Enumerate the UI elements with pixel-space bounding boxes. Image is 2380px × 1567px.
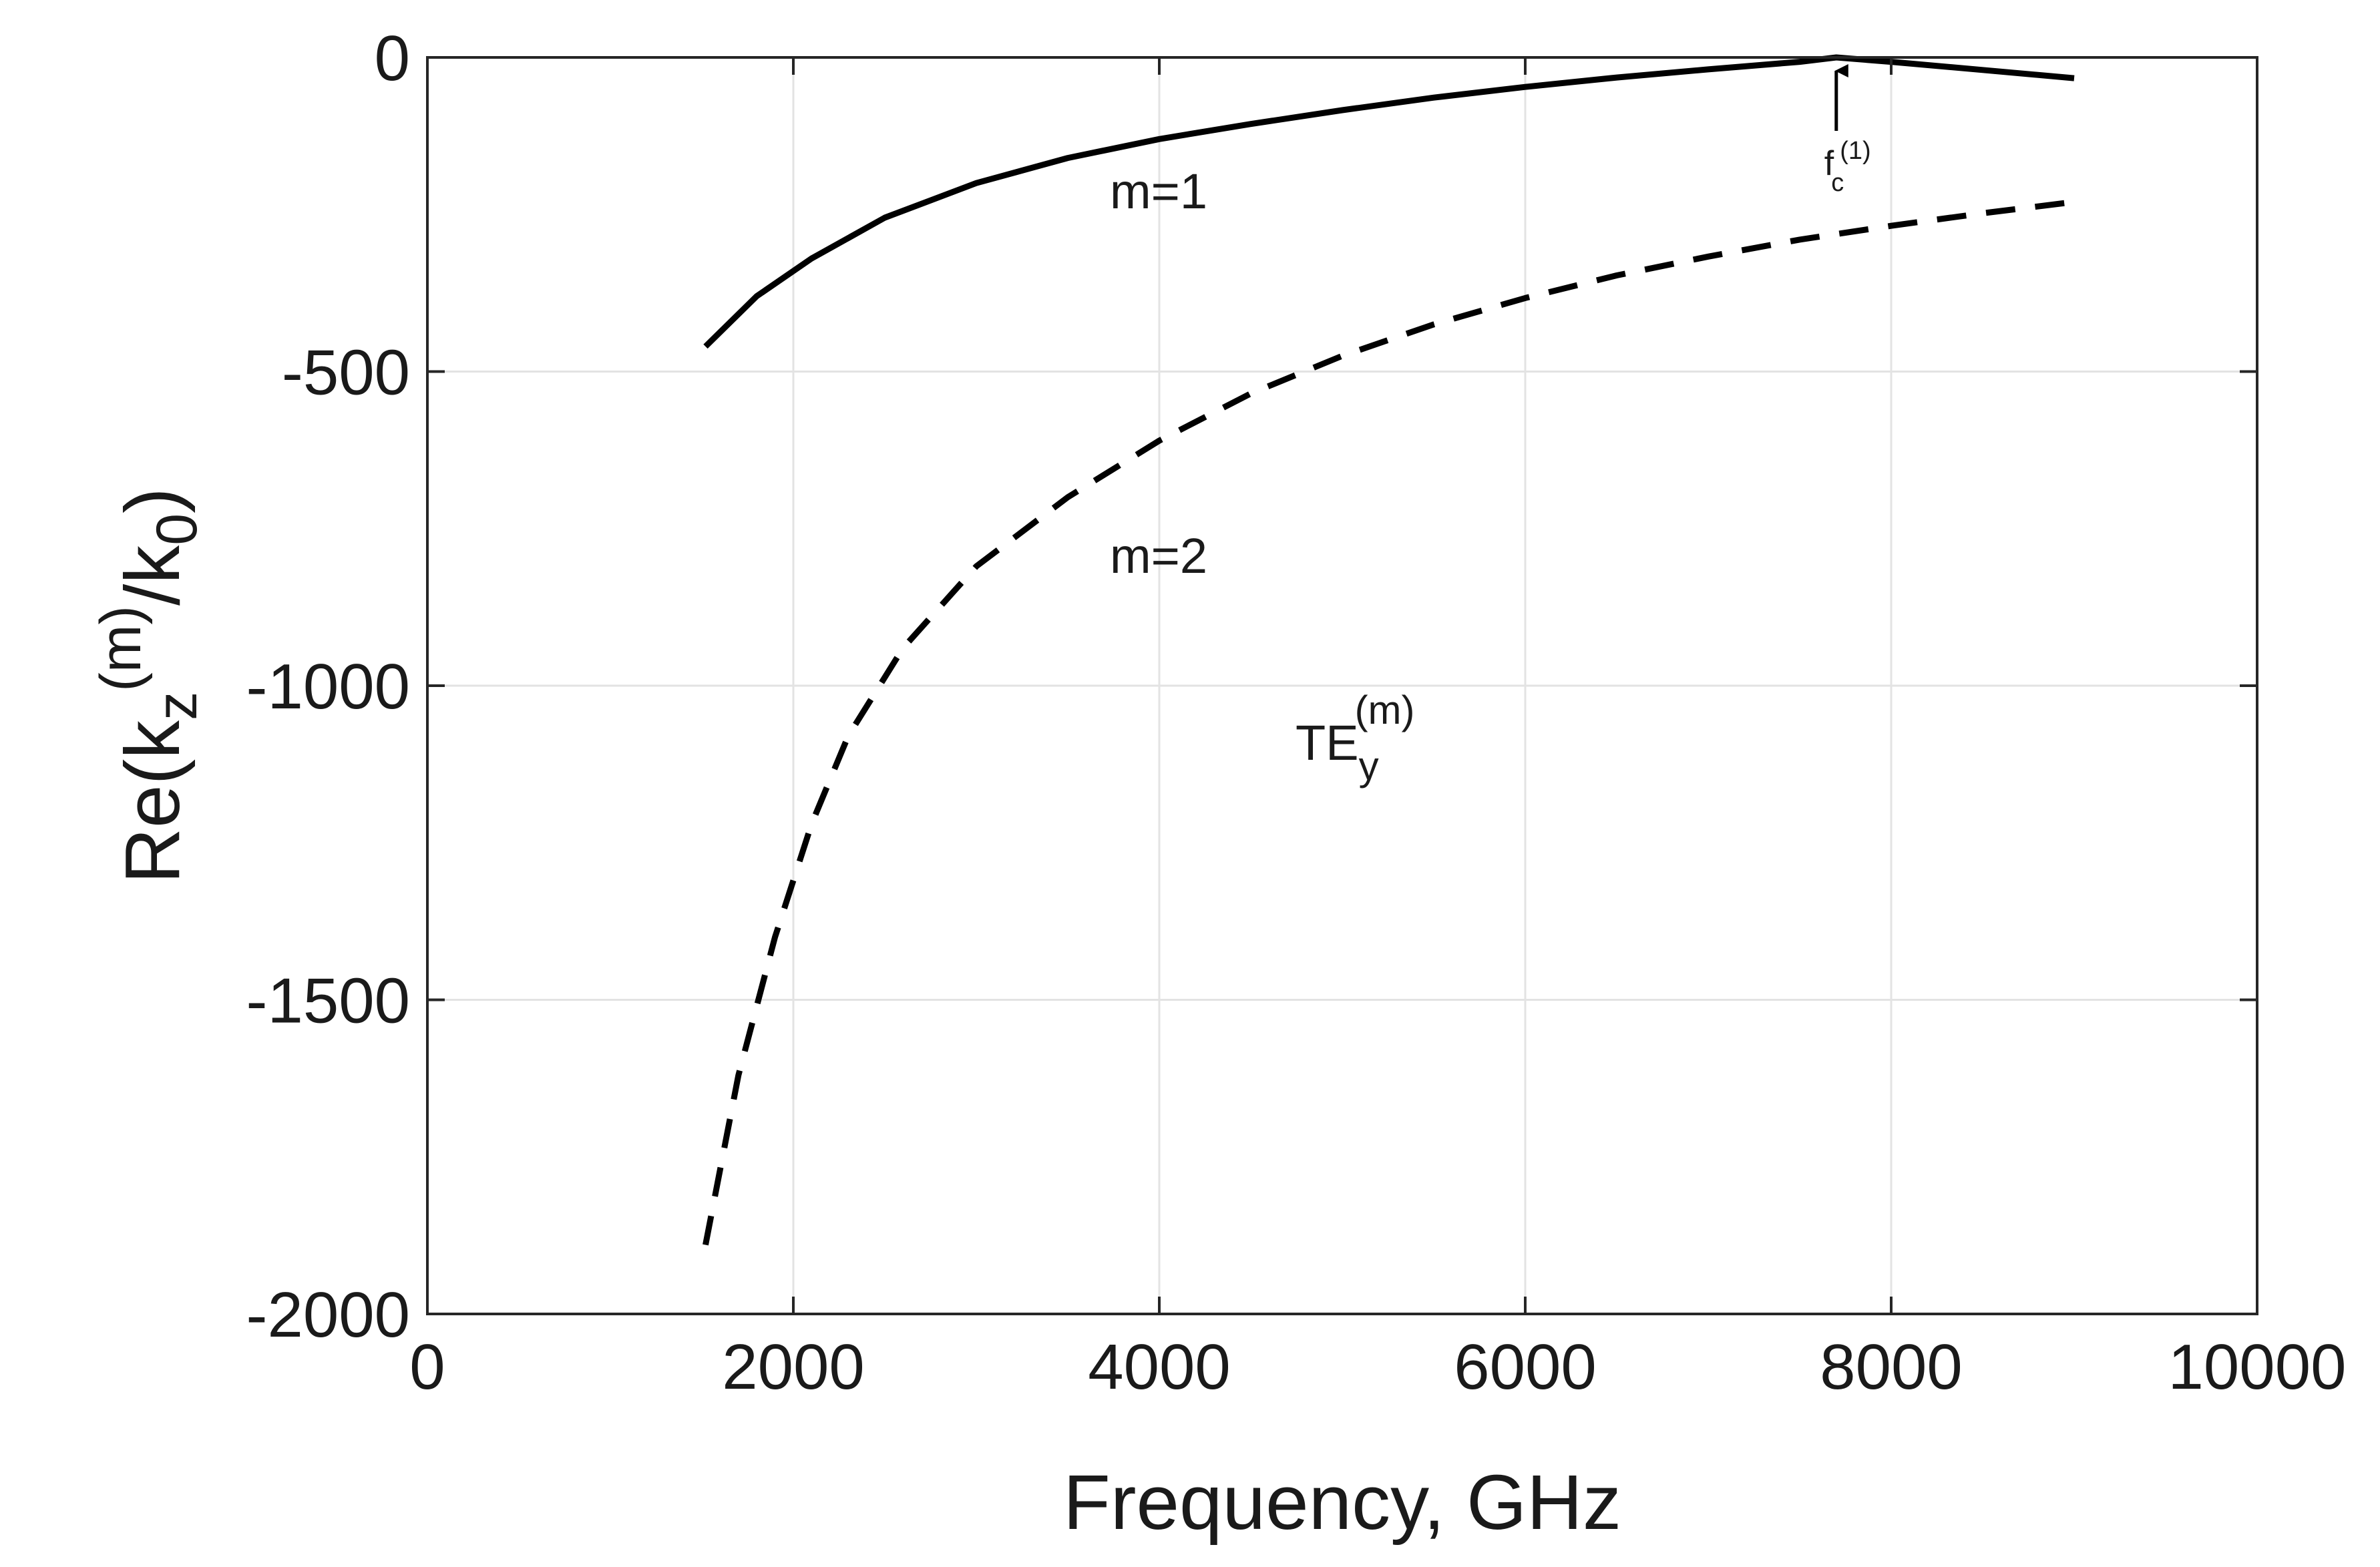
y-tick-label: -1500 xyxy=(246,965,410,1037)
y-tick-label: -500 xyxy=(282,337,410,409)
y-tick-label: -1000 xyxy=(246,651,410,722)
x-tick-label: 4000 xyxy=(1088,1331,1231,1403)
series-label-m1: m=1 xyxy=(1110,164,1207,219)
cutoff-frequency-label: fc(1) xyxy=(1824,137,1871,197)
y-tick-label: -2000 xyxy=(246,1279,410,1351)
x-tick-label: 8000 xyxy=(1820,1331,1963,1403)
x-tick-label: 2000 xyxy=(722,1331,865,1403)
y-axis-title: Re(kz(m)/k0) xyxy=(89,487,209,884)
mode-label-te: TEy(m) xyxy=(1296,688,1415,789)
ticks xyxy=(426,56,2258,1315)
x-axis-title: Frequency, GHz xyxy=(1063,1459,1621,1546)
y-tick-label: 0 xyxy=(375,23,410,94)
x-tick-label: 0 xyxy=(409,1331,445,1403)
tick-labels: 0 2000 4000 6000 8000 10000 0 -500 -1000 -1500 -20… xyxy=(246,23,2346,1403)
x-tick-label: 6000 xyxy=(1454,1331,1597,1403)
series-line-m2 xyxy=(703,198,2075,1246)
series-label-m2: m=2 xyxy=(1110,528,1207,584)
x-tick-label: 10000 xyxy=(2168,1331,2347,1403)
